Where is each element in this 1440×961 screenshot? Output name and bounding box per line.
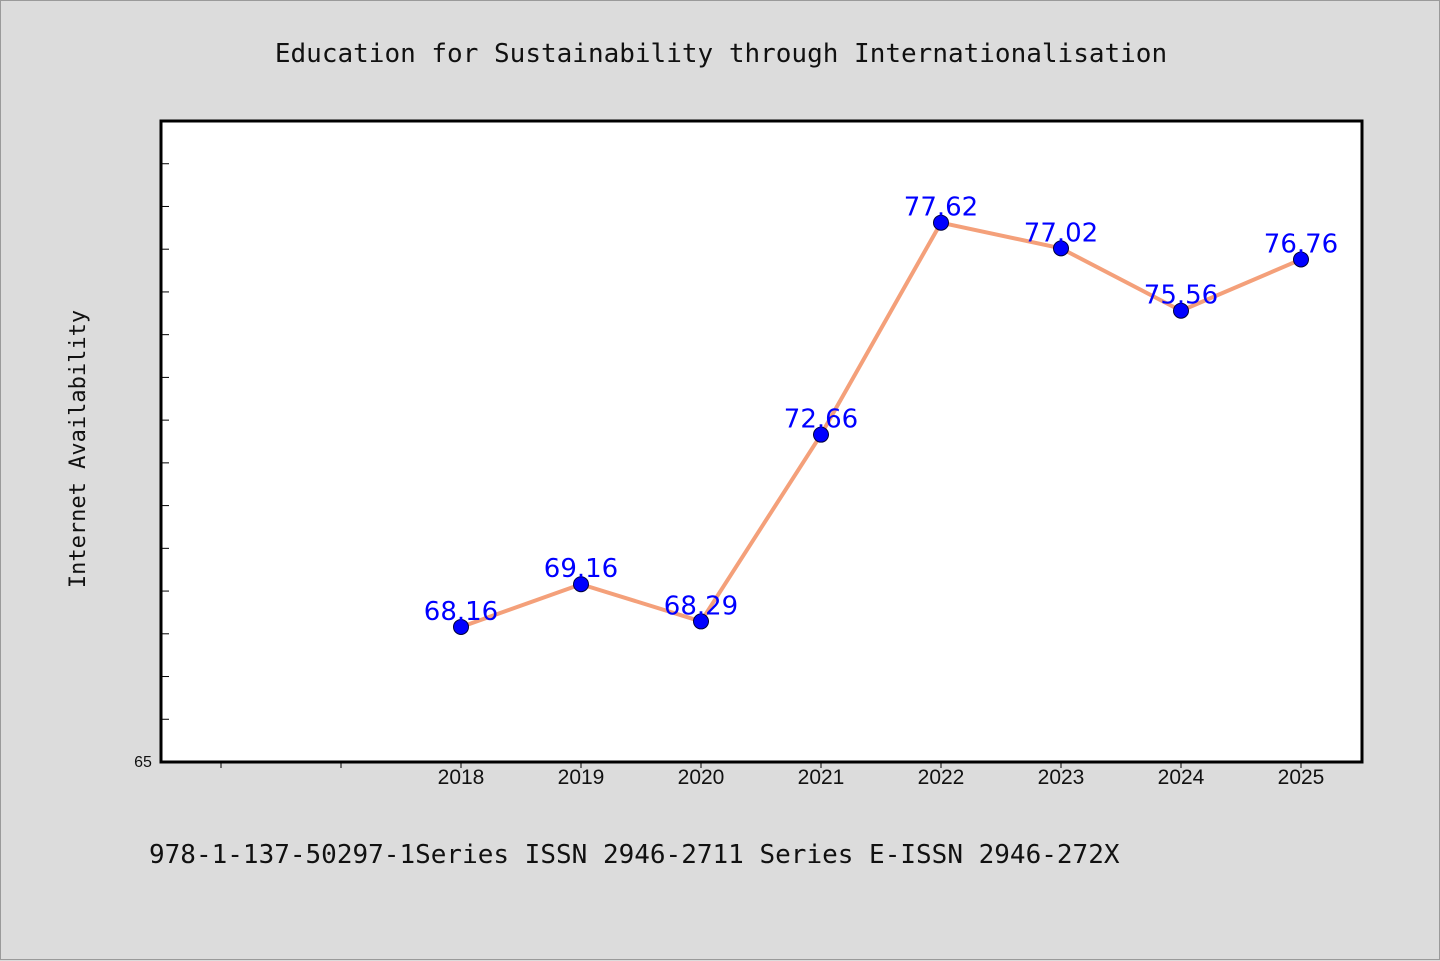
series-line [460, 220, 1302, 629]
data-point-marker [453, 618, 469, 635]
x-tick-label: 2021 [798, 766, 845, 789]
plot-area [159, 119, 1364, 764]
data-point-marker [933, 214, 949, 231]
x-tick-label: 2018 [438, 766, 485, 789]
data-point-label: 77.02 [1024, 218, 1098, 248]
x-tick-label: 2025 [1278, 766, 1325, 789]
x-axis-ticks [220, 762, 1302, 768]
footer-isbn-text: 978-1-137-50297-1Series ISSN 2946-2711 S… [149, 840, 1120, 870]
data-point-marker [1173, 302, 1189, 319]
y-axis-min-label: 65 [134, 754, 152, 771]
data-point-label: 69.16 [544, 554, 618, 584]
x-tick-label: 2019 [558, 766, 605, 789]
data-point-label: 75.56 [1144, 281, 1218, 311]
data-point-marker [1293, 251, 1309, 268]
chart-title: Education for Sustainability through Int… [275, 39, 1167, 69]
data-point-label: 68.16 [424, 597, 498, 627]
x-tick-label: 2023 [1038, 766, 1085, 789]
x-tick-label: 2020 [678, 766, 725, 789]
data-point-marker [813, 426, 829, 443]
x-tick-label: 2024 [1158, 766, 1205, 789]
y-axis-ticks [161, 163, 169, 720]
x-axis-tick-labels: 2018 2019 2020 2021 2022 2023 2024 2025 [438, 766, 1325, 789]
data-point-label: 72.66 [784, 405, 858, 435]
data-point-label: 76.76 [1264, 229, 1338, 259]
data-point-marker [693, 613, 709, 630]
x-tick-label: 2022 [918, 766, 965, 789]
data-point-marker [1053, 240, 1069, 257]
data-point-marker [573, 576, 589, 593]
data-markers [453, 214, 1309, 635]
data-point-label: 68.29 [664, 591, 738, 621]
series-line-group [460, 220, 1302, 629]
data-point-label: 77.62 [904, 193, 978, 223]
data-labels: 68.16 69.16 68.29 72.66 77.62 77.02 75.56 76.76 [424, 193, 1338, 627]
y-axis-label: Internet Availability [66, 310, 91, 588]
